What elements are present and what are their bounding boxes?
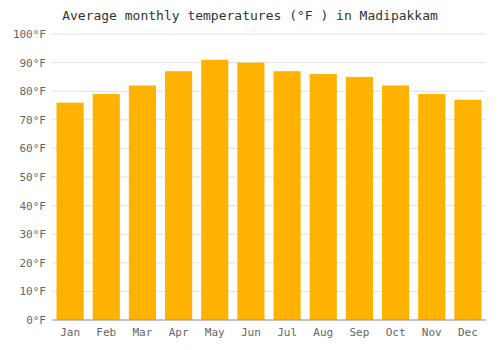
y-tick-label: 30°F [20,228,47,241]
bar [93,94,120,320]
x-tick-label: Dec [458,326,478,339]
y-tick-label: 100°F [13,28,46,41]
x-tick-label: Jun [241,326,261,339]
bar [382,85,409,320]
x-tick-label: Nov [422,326,442,339]
x-tick-label: May [205,326,225,339]
x-tick-label: Jul [277,326,297,339]
grid-line [52,91,486,92]
bar [310,74,337,320]
chart: Average monthly temperatures (°F ) in Ma… [0,0,500,350]
y-tick-label: 20°F [20,257,47,270]
y-tick-label: 0°F [26,314,46,327]
y-tick-label: 40°F [20,200,47,213]
y-tick-label: 70°F [20,114,47,127]
bar [346,77,373,320]
bar [165,71,192,320]
bar [274,71,301,320]
y-tick-label: 10°F [20,285,47,298]
grid-line [52,62,486,63]
x-tick-label: Mar [132,326,152,339]
bar [237,63,264,320]
x-axis-line [52,320,486,321]
bar [418,94,445,320]
grid-line [52,320,486,321]
x-tick-label: Apr [169,326,189,339]
bars [57,60,482,320]
x-tick-label: Feb [96,326,116,339]
x-tick-label: Aug [313,326,333,339]
y-tick-label: 60°F [20,142,47,155]
bar [129,85,156,320]
y-tick-label: 50°F [20,171,47,184]
x-tick-label: Oct [386,326,406,339]
grid-line [52,34,486,35]
x-tick-label: Jan [60,326,80,339]
bar [454,100,481,320]
x-tick-label: Sep [349,326,369,339]
bar [57,103,84,320]
title: Average monthly temperatures (°F ) in Ma… [62,8,438,23]
y-tick-label: 90°F [20,57,47,70]
bar [201,60,228,320]
y-tick-label: 80°F [20,85,47,98]
